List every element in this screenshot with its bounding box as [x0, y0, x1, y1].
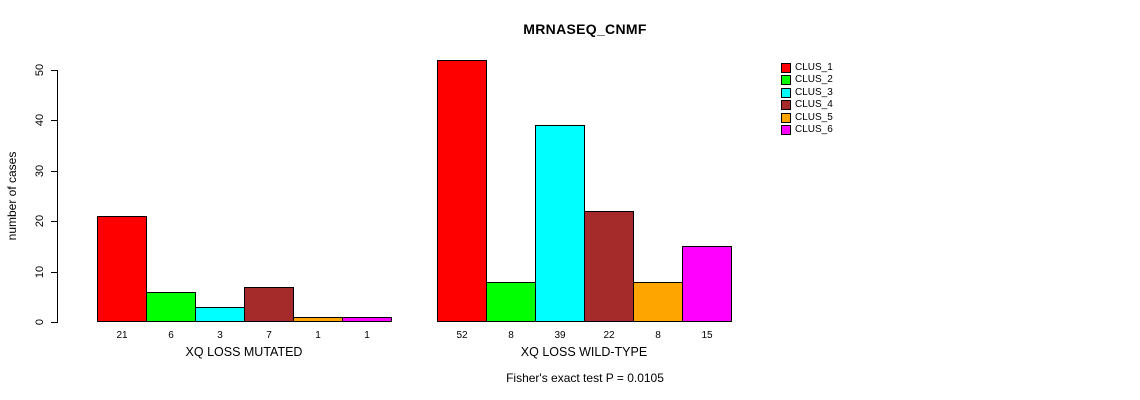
- bar-group1-clus4: [244, 287, 294, 322]
- x-axis-group-label: XQ LOSS MUTATED: [185, 345, 303, 359]
- bar-value-label: 8: [655, 330, 661, 341]
- y-axis-tick-label: 30: [34, 164, 46, 177]
- y-axis-tick: [51, 271, 57, 273]
- bar-group1-clus1: [97, 216, 147, 322]
- y-axis-tick-label: 20: [34, 215, 46, 228]
- y-axis-tick: [51, 322, 57, 323]
- legend-item: CLUS_3: [781, 87, 833, 99]
- legend-swatch-clus_3: [781, 87, 791, 98]
- bar-group1-clus3: [195, 307, 245, 322]
- legend-item: CLUS_2: [781, 74, 833, 86]
- legend-swatch-clus_5: [781, 112, 791, 123]
- bar-group2-clus5: [633, 282, 683, 322]
- bar-group2-clus6: [682, 246, 732, 322]
- bar-value-label: 21: [116, 330, 128, 341]
- bar-group1-clus2: [146, 292, 196, 322]
- legend-item-label: CLUS_1: [795, 62, 833, 73]
- bar-value-label: 6: [168, 330, 174, 341]
- y-axis-line: [57, 70, 58, 323]
- y-axis-tick: [51, 170, 57, 172]
- y-axis-tick-label: 40: [34, 114, 46, 127]
- legend-swatch-clus_1: [781, 63, 791, 73]
- y-axis-tick-label: 0: [34, 318, 46, 326]
- bar-group1-clus6: [342, 317, 392, 322]
- legend-item-label: CLUS_3: [795, 86, 833, 98]
- legend-item-label: CLUS_5: [795, 111, 833, 123]
- legend-item-label: CLUS_6: [795, 124, 833, 135]
- y-axis-tick: [51, 120, 57, 122]
- fisher-test-annotation: Fisher's exact test P = 0.0105: [506, 371, 664, 385]
- bar-value-label: 39: [554, 330, 566, 341]
- legend-swatch-clus_4: [781, 100, 791, 111]
- bar-value-label: 1: [315, 330, 321, 341]
- x-axis-group-label: XQ LOSS WILD-TYPE: [520, 345, 648, 359]
- bar-value-label: 22: [603, 330, 615, 341]
- legend-item-label: CLUS_4: [795, 99, 833, 111]
- y-axis-tick-label: 10: [34, 265, 46, 278]
- bar-group1-clus5: [293, 317, 343, 322]
- bar-value-label: 52: [456, 330, 468, 341]
- legend-swatch-clus_6: [781, 125, 791, 135]
- legend-item: CLUS_4: [781, 99, 833, 111]
- y-axis-label: number of cases: [5, 151, 19, 241]
- y-axis-tick: [51, 221, 57, 223]
- chart-title: MRNASEQ_CNMF: [523, 21, 647, 37]
- bar-value-label: 7: [266, 330, 272, 341]
- bar-group2-clus3: [535, 125, 585, 322]
- bar-value-label: 1: [364, 330, 370, 341]
- bar-group2-clus1: [437, 60, 487, 322]
- legend-item: CLUS_6: [781, 124, 833, 136]
- bar-group2-clus4: [584, 211, 634, 322]
- bar-value-label: 8: [508, 330, 514, 341]
- legend-item: CLUS_1: [781, 62, 833, 74]
- y-axis-tick-label: 50: [34, 63, 46, 77]
- bar-value-label: 3: [217, 330, 223, 341]
- legend-item-label: CLUS_2: [795, 74, 833, 86]
- legend-item: CLUS_5: [781, 112, 833, 124]
- bar-group2-clus2: [486, 282, 536, 322]
- bar-value-label: 15: [701, 330, 713, 341]
- legend-swatch-clus_2: [781, 75, 791, 86]
- y-axis-tick: [51, 70, 57, 71]
